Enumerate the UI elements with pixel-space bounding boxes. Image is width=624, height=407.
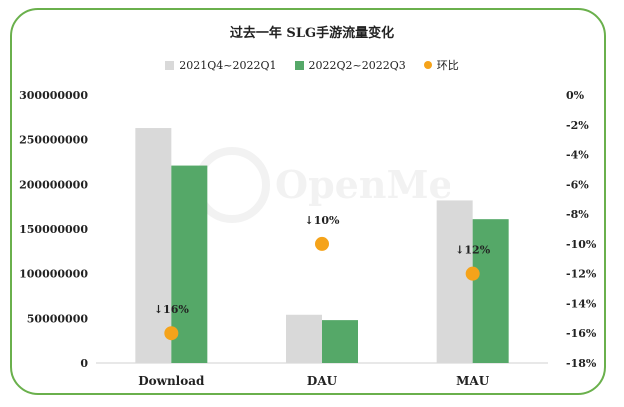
mom-point-mau bbox=[465, 266, 480, 281]
y-tick-label: 0 bbox=[80, 357, 88, 370]
y-tick-label: 150000000 bbox=[19, 223, 88, 236]
bar-series-1-download bbox=[135, 128, 172, 363]
y-tick-label: 250000000 bbox=[19, 134, 88, 147]
y2-tick-label: -2% bbox=[566, 119, 589, 132]
y-tick-label: 50000000 bbox=[27, 312, 89, 325]
legend-item-series-2: 2022Q2~2022Q3 bbox=[294, 58, 406, 72]
x-tick-label: MAU bbox=[456, 374, 490, 388]
y-tick-label: 100000000 bbox=[19, 268, 88, 281]
y-tick-label: 300000000 bbox=[19, 89, 88, 102]
mom-point-download bbox=[164, 326, 179, 341]
mom-data-label: ↓10% bbox=[305, 214, 341, 227]
chart-title: 过去一年 SLG手游流量变化 bbox=[229, 26, 395, 41]
y2-tick-label: -10% bbox=[566, 238, 597, 251]
y2-tick-label: -8% bbox=[566, 208, 589, 221]
y2-tick-label: -14% bbox=[566, 297, 597, 310]
y2-tick-label: 0% bbox=[566, 89, 585, 102]
bar-series-1-mau bbox=[436, 200, 473, 363]
bar-series-2-dau bbox=[322, 320, 358, 363]
legend-label-mom: 环比 bbox=[436, 59, 459, 72]
legend-swatch-series-2 bbox=[294, 60, 304, 70]
y2-tick-label: -4% bbox=[566, 149, 589, 162]
y-tick-label: 200000000 bbox=[19, 178, 88, 191]
legend-label-series-2: 2022Q2~2022Q3 bbox=[308, 58, 406, 72]
mom-data-label: ↓16% bbox=[154, 303, 190, 316]
bar-series-2-mau bbox=[472, 219, 509, 363]
legend-item-series-1: 2021Q4~2022Q1 bbox=[165, 58, 277, 72]
legend-dot-mom bbox=[423, 61, 432, 69]
legend-item-mom: 环比 bbox=[423, 57, 459, 73]
mom-point-dau bbox=[315, 236, 329, 251]
mom-data-label: ↓12% bbox=[455, 244, 491, 257]
legend-label-series-1: 2021Q4~2022Q1 bbox=[179, 58, 277, 72]
y2-tick-label: -12% bbox=[566, 268, 597, 281]
x-tick-label: Download bbox=[138, 374, 205, 388]
bar-series-1-dau bbox=[286, 314, 322, 363]
chart-legend: 2021Q4~2022Q1 2022Q2~2022Q3 环比 bbox=[0, 57, 624, 73]
legend-swatch-series-1 bbox=[165, 60, 175, 70]
y2-tick-label: -16% bbox=[566, 327, 597, 340]
y2-tick-label: -6% bbox=[566, 178, 589, 191]
y2-tick-label: -18% bbox=[566, 357, 597, 370]
x-tick-label: DAU bbox=[307, 374, 338, 388]
